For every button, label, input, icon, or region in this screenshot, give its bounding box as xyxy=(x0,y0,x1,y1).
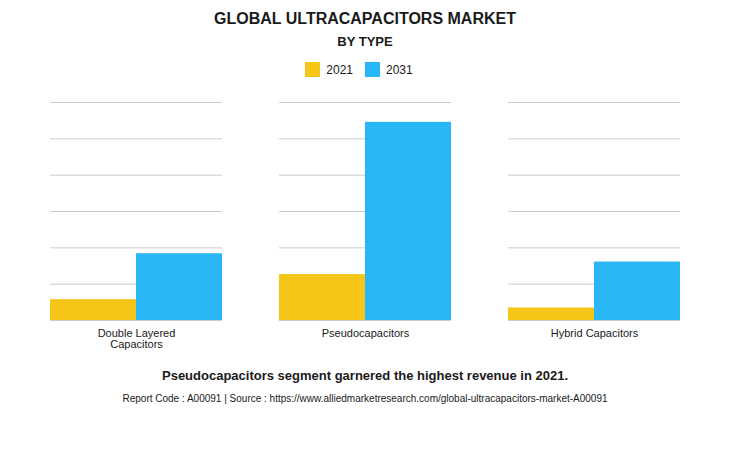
html-text:Pseudocapacitors segment garne: Pseudocapacitors segment garnered the hi… xyxy=(162,368,568,383)
svg-text:Pseudocapacitors: Pseudocapacitors xyxy=(322,327,410,339)
html-text:GLOBAL ULTRACAPACITORS MARKET: GLOBAL ULTRACAPACITORS MARKET xyxy=(214,10,516,27)
html-text:Report Code : A00091 | Source: Report Code : A00091 | Source : https://… xyxy=(122,393,608,404)
svg-text:Hybrid Capacitors: Hybrid Capacitors xyxy=(551,327,639,339)
html-text:BY TYPE: BY TYPE xyxy=(337,34,393,49)
html-text:2031: 2031 xyxy=(386,62,413,77)
html-text:2021: 2021 xyxy=(326,62,353,77)
svg-text:Double LayeredCapacitors: Double LayeredCapacitors xyxy=(98,327,176,350)
